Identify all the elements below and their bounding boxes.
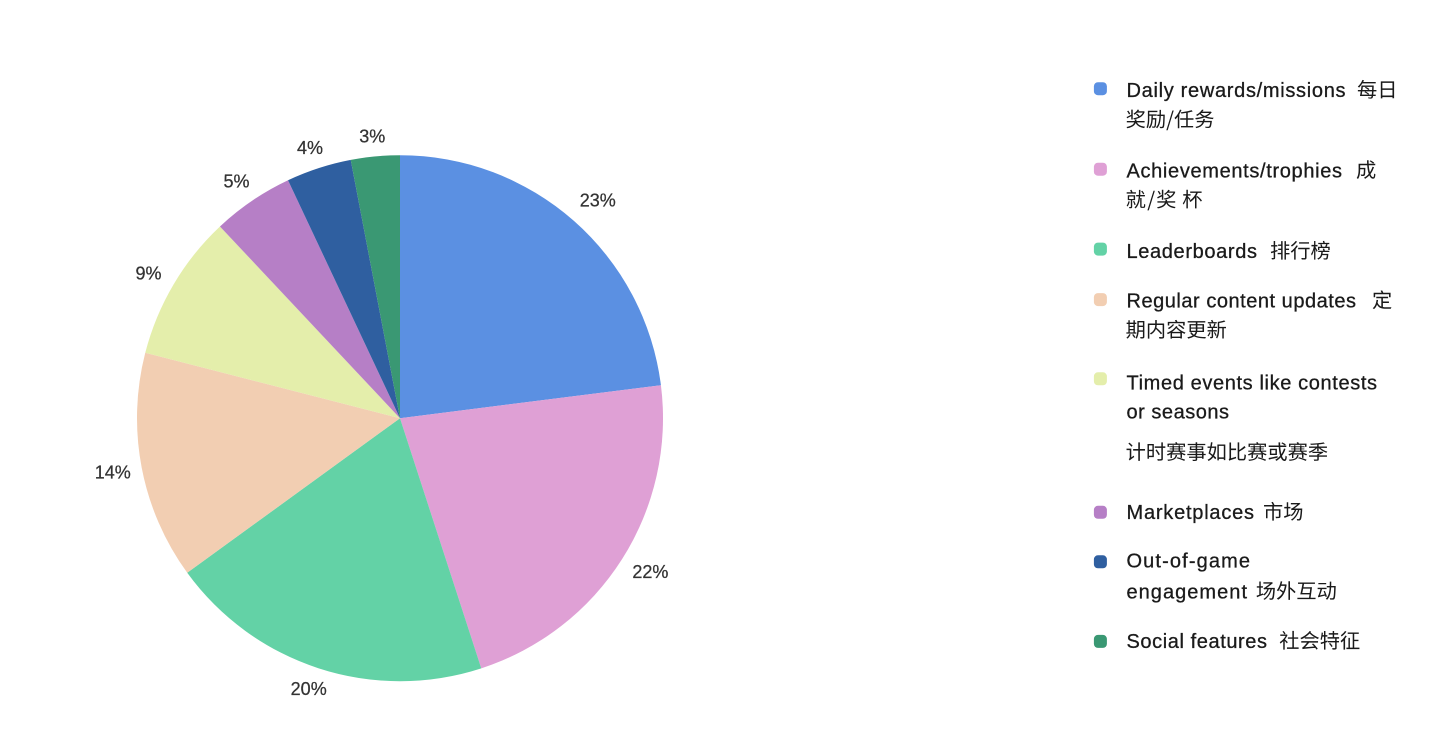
- svg-text:engagement: engagement: [1127, 581, 1248, 603]
- svg-text:14%: 14%: [95, 462, 131, 482]
- svg-text:9%: 9%: [135, 264, 161, 284]
- svg-text:23%: 23%: [580, 191, 616, 211]
- svg-text:Leaderboards: Leaderboards: [1127, 241, 1258, 263]
- svg-text:or seasons: or seasons: [1127, 401, 1230, 423]
- svg-text:Out-of-game: Out-of-game: [1127, 551, 1251, 573]
- svg-text:Timed events like contests: Timed events like contests: [1127, 373, 1378, 395]
- svg-text:5%: 5%: [223, 172, 249, 192]
- svg-text:20%: 20%: [291, 679, 327, 699]
- svg-text:Marketplaces: Marketplaces: [1127, 502, 1255, 524]
- svg-text:22%: 22%: [632, 562, 668, 582]
- svg-text:Achievements/trophies: Achievements/trophies: [1127, 160, 1343, 182]
- svg-text:3%: 3%: [359, 127, 385, 147]
- svg-text:Social features: Social features: [1127, 631, 1268, 653]
- svg-text:Regular content updates: Regular content updates: [1127, 291, 1357, 313]
- svg-text:Daily rewards/missions: Daily rewards/missions: [1127, 80, 1346, 102]
- svg-text:4%: 4%: [297, 138, 323, 158]
